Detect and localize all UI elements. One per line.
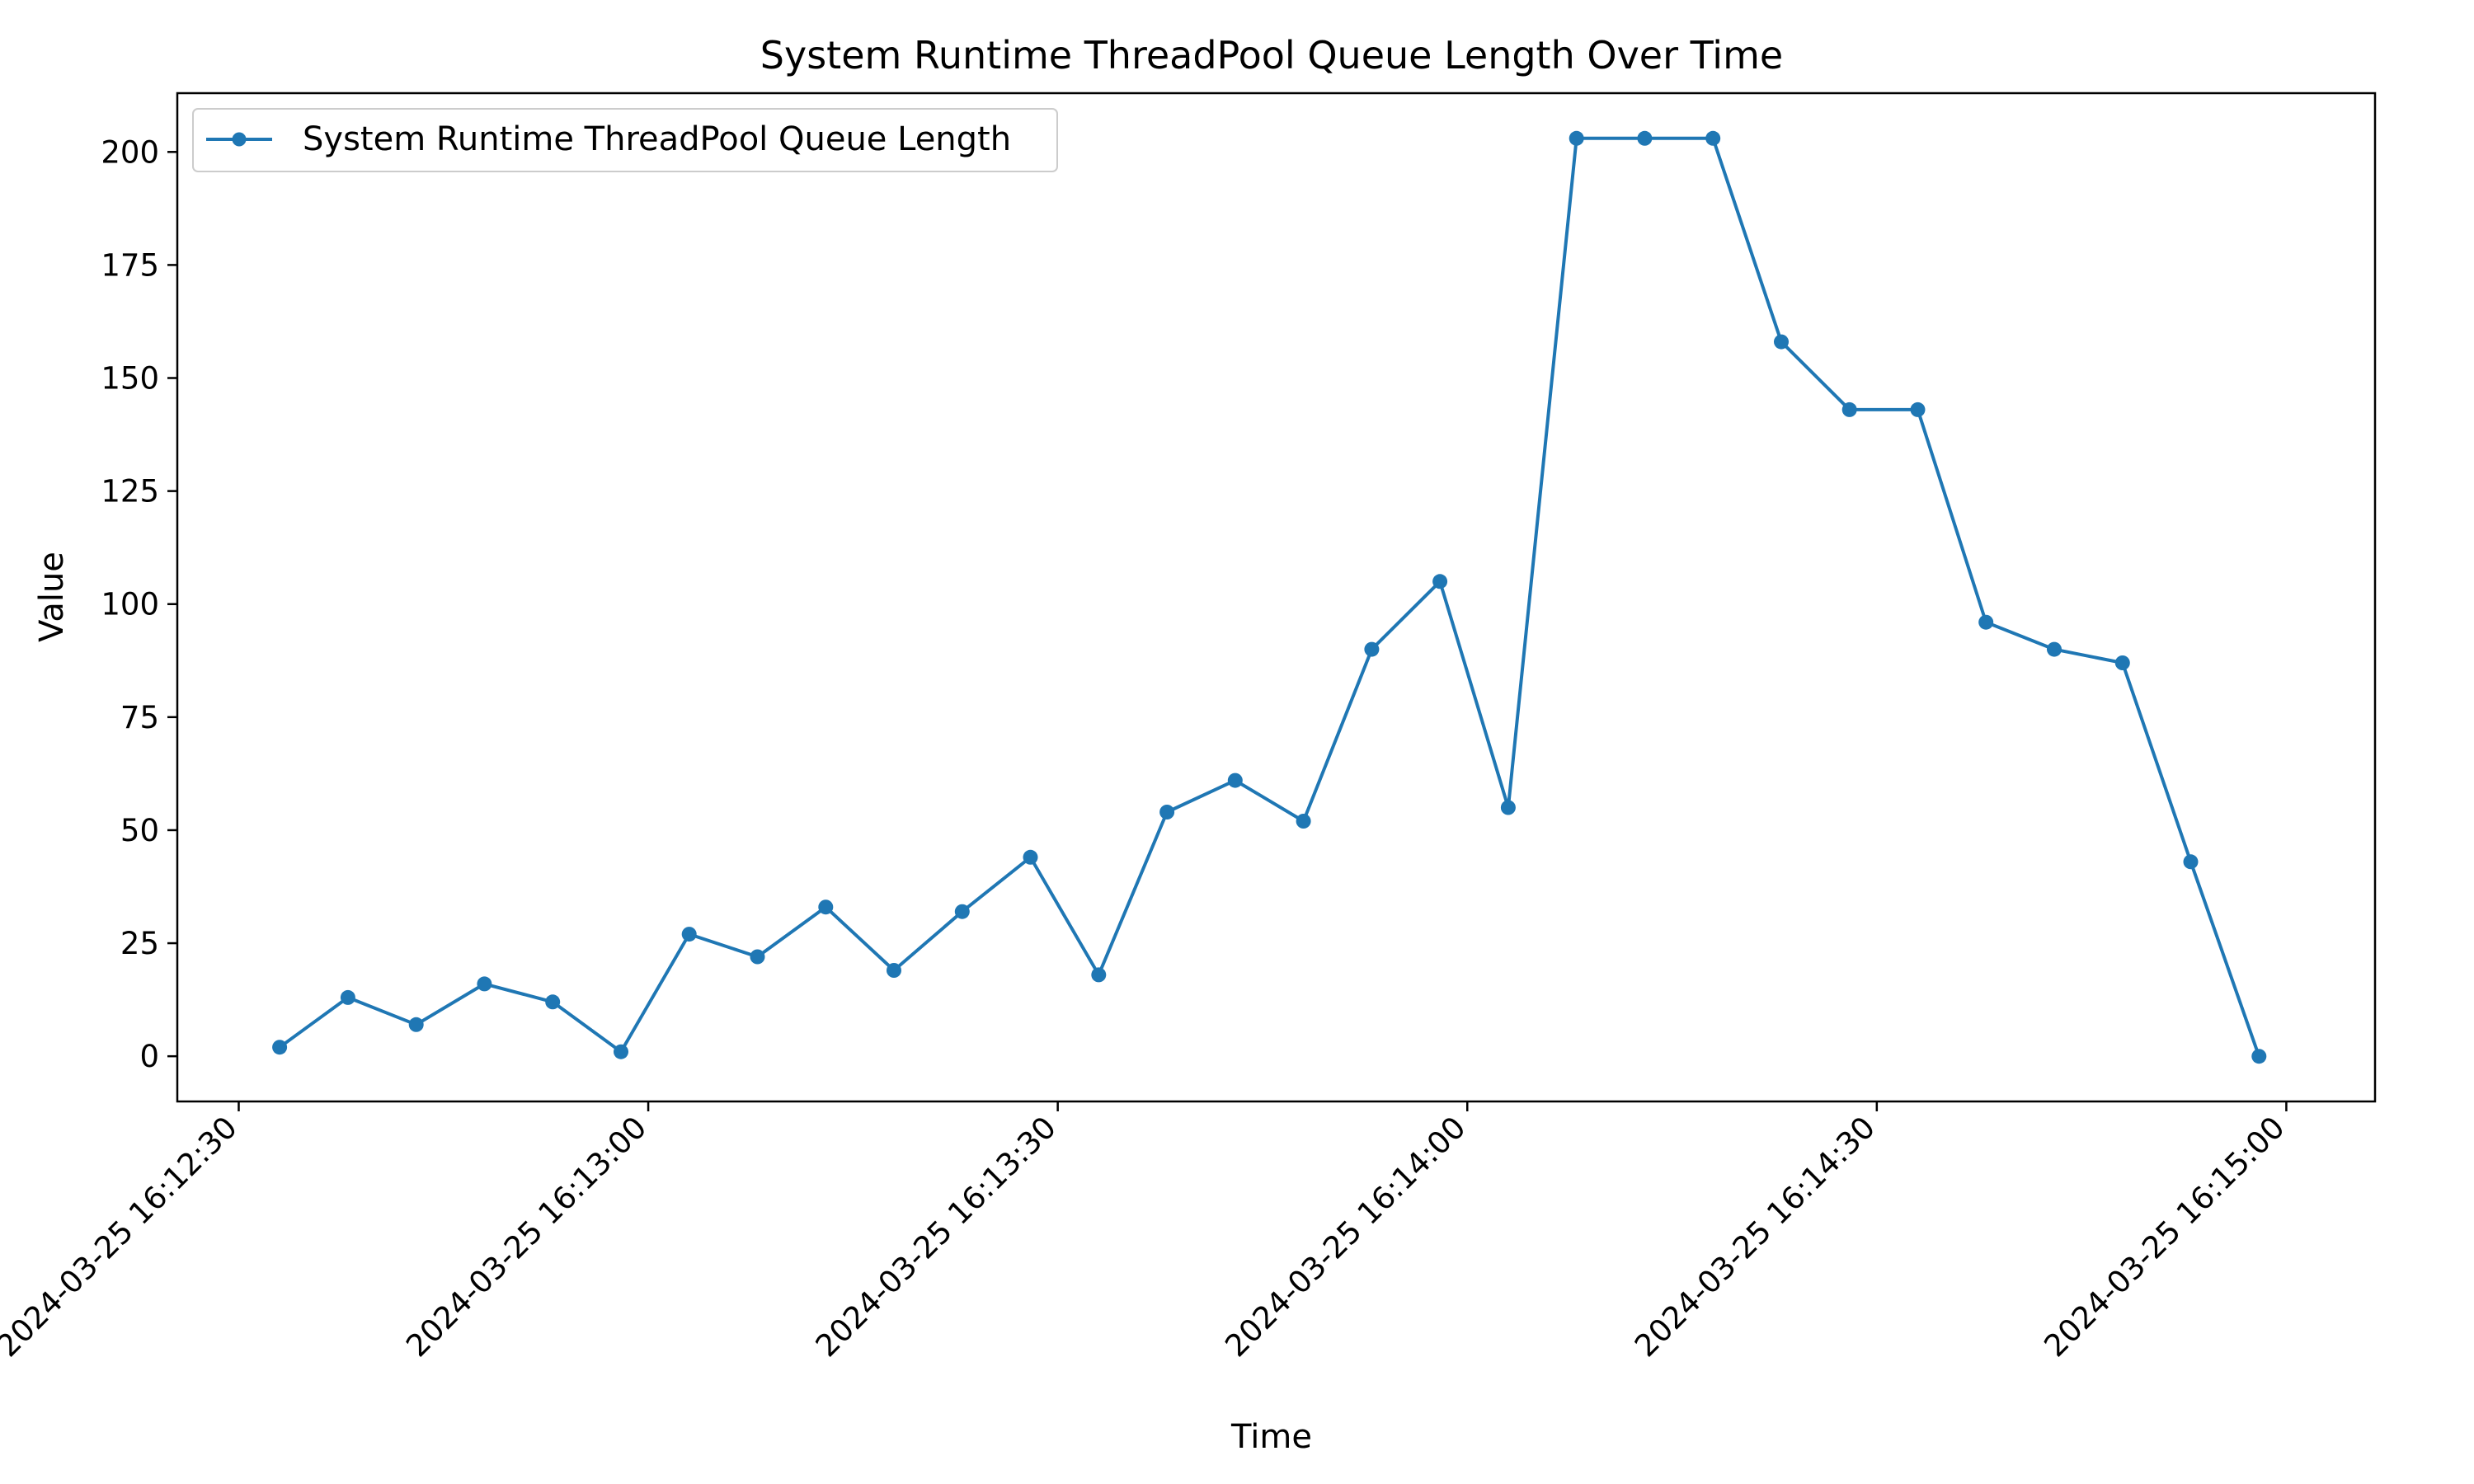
data-point xyxy=(477,976,492,992)
data-point xyxy=(545,994,561,1010)
data-point xyxy=(1159,805,1175,819)
x-tick-label: 2024-03-25 16:12:30 xyxy=(0,1110,244,1364)
data-point xyxy=(272,1040,288,1055)
data-point xyxy=(1841,402,1857,417)
data-point xyxy=(1774,334,1789,350)
x-tick-label: 2024-03-25 16:13:30 xyxy=(809,1110,1063,1364)
legend-marker-sample xyxy=(232,132,247,147)
y-tick-label: 25 xyxy=(120,926,159,961)
series-line xyxy=(278,136,2261,1057)
chart-title: System Runtime ThreadPool Queue Length O… xyxy=(760,33,1783,77)
x-axis: 2024-03-25 16:12:30 2024-03-25 16:13:00 20… xyxy=(0,1101,2292,1364)
plot-area xyxy=(176,92,2377,1103)
data-point xyxy=(408,1017,424,1032)
legend-box xyxy=(192,108,1058,172)
y-tick-label: 150 xyxy=(101,361,159,397)
x-tick-label: 2024-03-25 16:15:00 xyxy=(2037,1110,2291,1364)
y-axis: 0 25 50 75 100 125 150 175 200 xyxy=(101,134,177,1074)
y-axis-label: Value xyxy=(33,552,71,642)
data-point xyxy=(1091,967,1107,983)
data-point xyxy=(818,899,834,915)
data-point xyxy=(1910,402,1926,417)
data-point xyxy=(1637,130,1653,146)
data-point xyxy=(1432,574,1448,589)
x-tick-label: 2024-03-25 16:14:00 xyxy=(1218,1110,1472,1364)
data-point xyxy=(681,927,697,942)
legend-label: System Runtime ThreadPool Queue Length xyxy=(303,120,1011,158)
legend: System Runtime ThreadPool Queue Length xyxy=(192,108,1058,172)
y-tick-label: 50 xyxy=(120,813,159,848)
y-tick-label: 125 xyxy=(101,474,159,510)
data-point xyxy=(2047,641,2062,657)
data-point xyxy=(2251,1049,2267,1064)
data-point xyxy=(1023,849,1038,865)
data-point xyxy=(1500,800,1516,815)
data-point xyxy=(614,1044,628,1059)
data-point xyxy=(954,904,970,919)
data-point xyxy=(1364,641,1380,657)
data-point xyxy=(1227,773,1243,788)
data-point xyxy=(2183,854,2199,870)
y-tick-label: 175 xyxy=(101,247,159,283)
data-point xyxy=(1296,814,1311,829)
y-tick-label: 0 xyxy=(139,1039,159,1074)
data-point xyxy=(2114,655,2130,670)
y-tick-label: 75 xyxy=(120,700,159,735)
plot-frame xyxy=(176,92,2377,1103)
data-point xyxy=(1705,130,1721,146)
y-tick-label: 100 xyxy=(101,587,159,622)
y-tick-label: 200 xyxy=(101,134,159,170)
data-point xyxy=(1978,614,1994,630)
data-point xyxy=(887,963,901,978)
data-point xyxy=(750,949,765,965)
x-tick-label: 2024-03-25 16:14:30 xyxy=(1628,1110,1882,1364)
x-tick-label: 2024-03-25 16:13:00 xyxy=(399,1110,653,1364)
x-axis-label: Time xyxy=(1230,1418,1312,1456)
data-point xyxy=(340,989,355,1005)
data-point xyxy=(1569,130,1584,146)
